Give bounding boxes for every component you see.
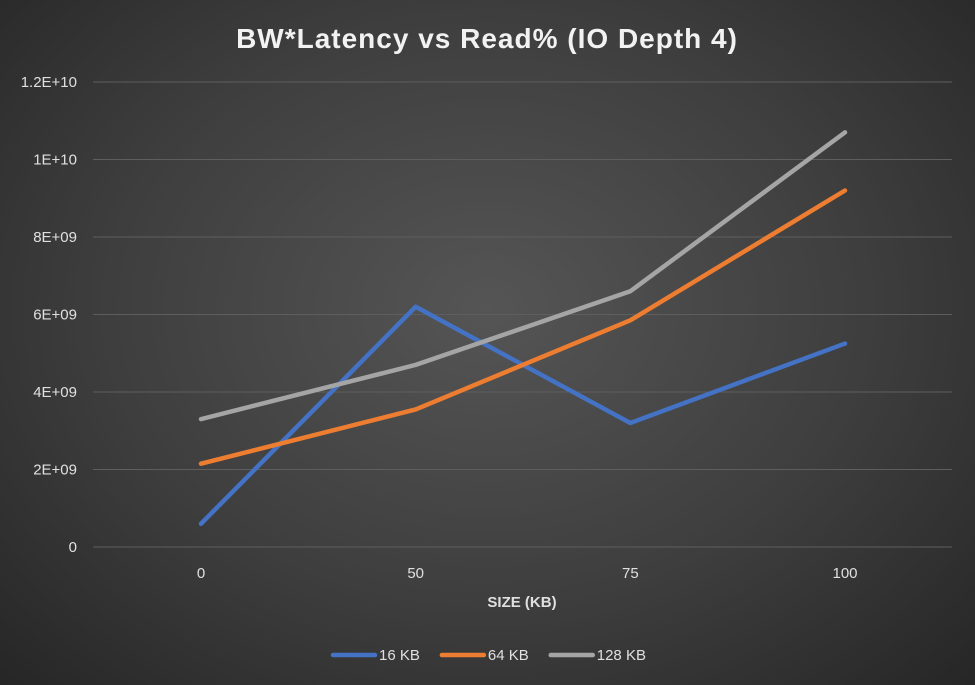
series-lines	[198, 130, 848, 526]
y-axis-ticks: 0 2E+09 4E+09 6E+09 8E+09 1E+10 1.2E+10	[21, 74, 77, 556]
y-tick-label: 1.2E+10	[21, 74, 77, 91]
x-axis-label: SIZE (KB)	[487, 594, 556, 611]
legend-label: 16 KB	[379, 647, 420, 664]
legend-label: 128 KB	[597, 647, 646, 664]
x-tick-label: 50	[407, 565, 424, 582]
x-axis-ticks: 0 50 75 100	[197, 565, 858, 582]
series-line-128-kb	[198, 130, 848, 422]
series-line-16-kb	[198, 304, 848, 526]
legend: 16 KB 64 KB 128 KB	[330, 647, 646, 664]
y-tick-label: 2E+09	[33, 462, 77, 479]
gridlines	[93, 81, 952, 548]
chart-title: BW*Latency vs Read% (IO Depth 4)	[236, 23, 738, 54]
x-tick-label: 75	[622, 565, 639, 582]
series-line-64-kb	[198, 188, 848, 466]
y-tick-label: 1E+10	[33, 152, 77, 169]
legend-label: 64 KB	[488, 647, 529, 664]
x-tick-label: 0	[197, 565, 205, 582]
y-tick-label: 0	[69, 539, 77, 556]
y-tick-label: 8E+09	[33, 229, 77, 246]
y-tick-label: 4E+09	[33, 384, 77, 401]
x-tick-label: 100	[832, 565, 857, 582]
y-tick-label: 6E+09	[33, 307, 77, 324]
